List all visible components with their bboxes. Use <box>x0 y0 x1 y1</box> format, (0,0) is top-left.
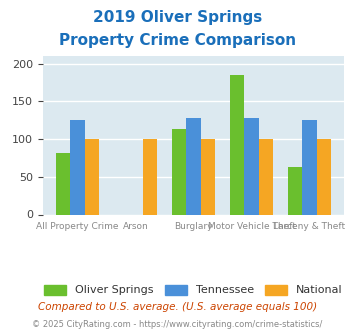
Text: Property Crime Comparison: Property Crime Comparison <box>59 33 296 48</box>
Bar <box>302 120 317 214</box>
Text: Arson: Arson <box>122 222 148 231</box>
Text: Compared to U.S. average. (U.S. average equals 100): Compared to U.S. average. (U.S. average … <box>38 302 317 312</box>
Bar <box>201 139 215 214</box>
Legend: Oliver Springs, Tennessee, National: Oliver Springs, Tennessee, National <box>40 280 347 300</box>
Text: Motor Vehicle Theft: Motor Vehicle Theft <box>208 222 295 231</box>
Bar <box>244 118 259 214</box>
Text: Larceny & Theft: Larceny & Theft <box>273 222 346 231</box>
Bar <box>70 120 85 214</box>
Bar <box>317 139 331 214</box>
Bar <box>172 129 186 214</box>
Text: Burglary: Burglary <box>174 222 213 231</box>
Bar <box>143 139 157 214</box>
Text: © 2025 CityRating.com - https://www.cityrating.com/crime-statistics/: © 2025 CityRating.com - https://www.city… <box>32 320 323 329</box>
Bar <box>230 75 244 214</box>
Bar <box>186 118 201 214</box>
Bar <box>288 167 302 214</box>
Bar <box>259 139 273 214</box>
Text: 2019 Oliver Springs: 2019 Oliver Springs <box>93 10 262 25</box>
Text: All Property Crime: All Property Crime <box>36 222 119 231</box>
Bar <box>85 139 99 214</box>
Bar <box>56 153 70 215</box>
